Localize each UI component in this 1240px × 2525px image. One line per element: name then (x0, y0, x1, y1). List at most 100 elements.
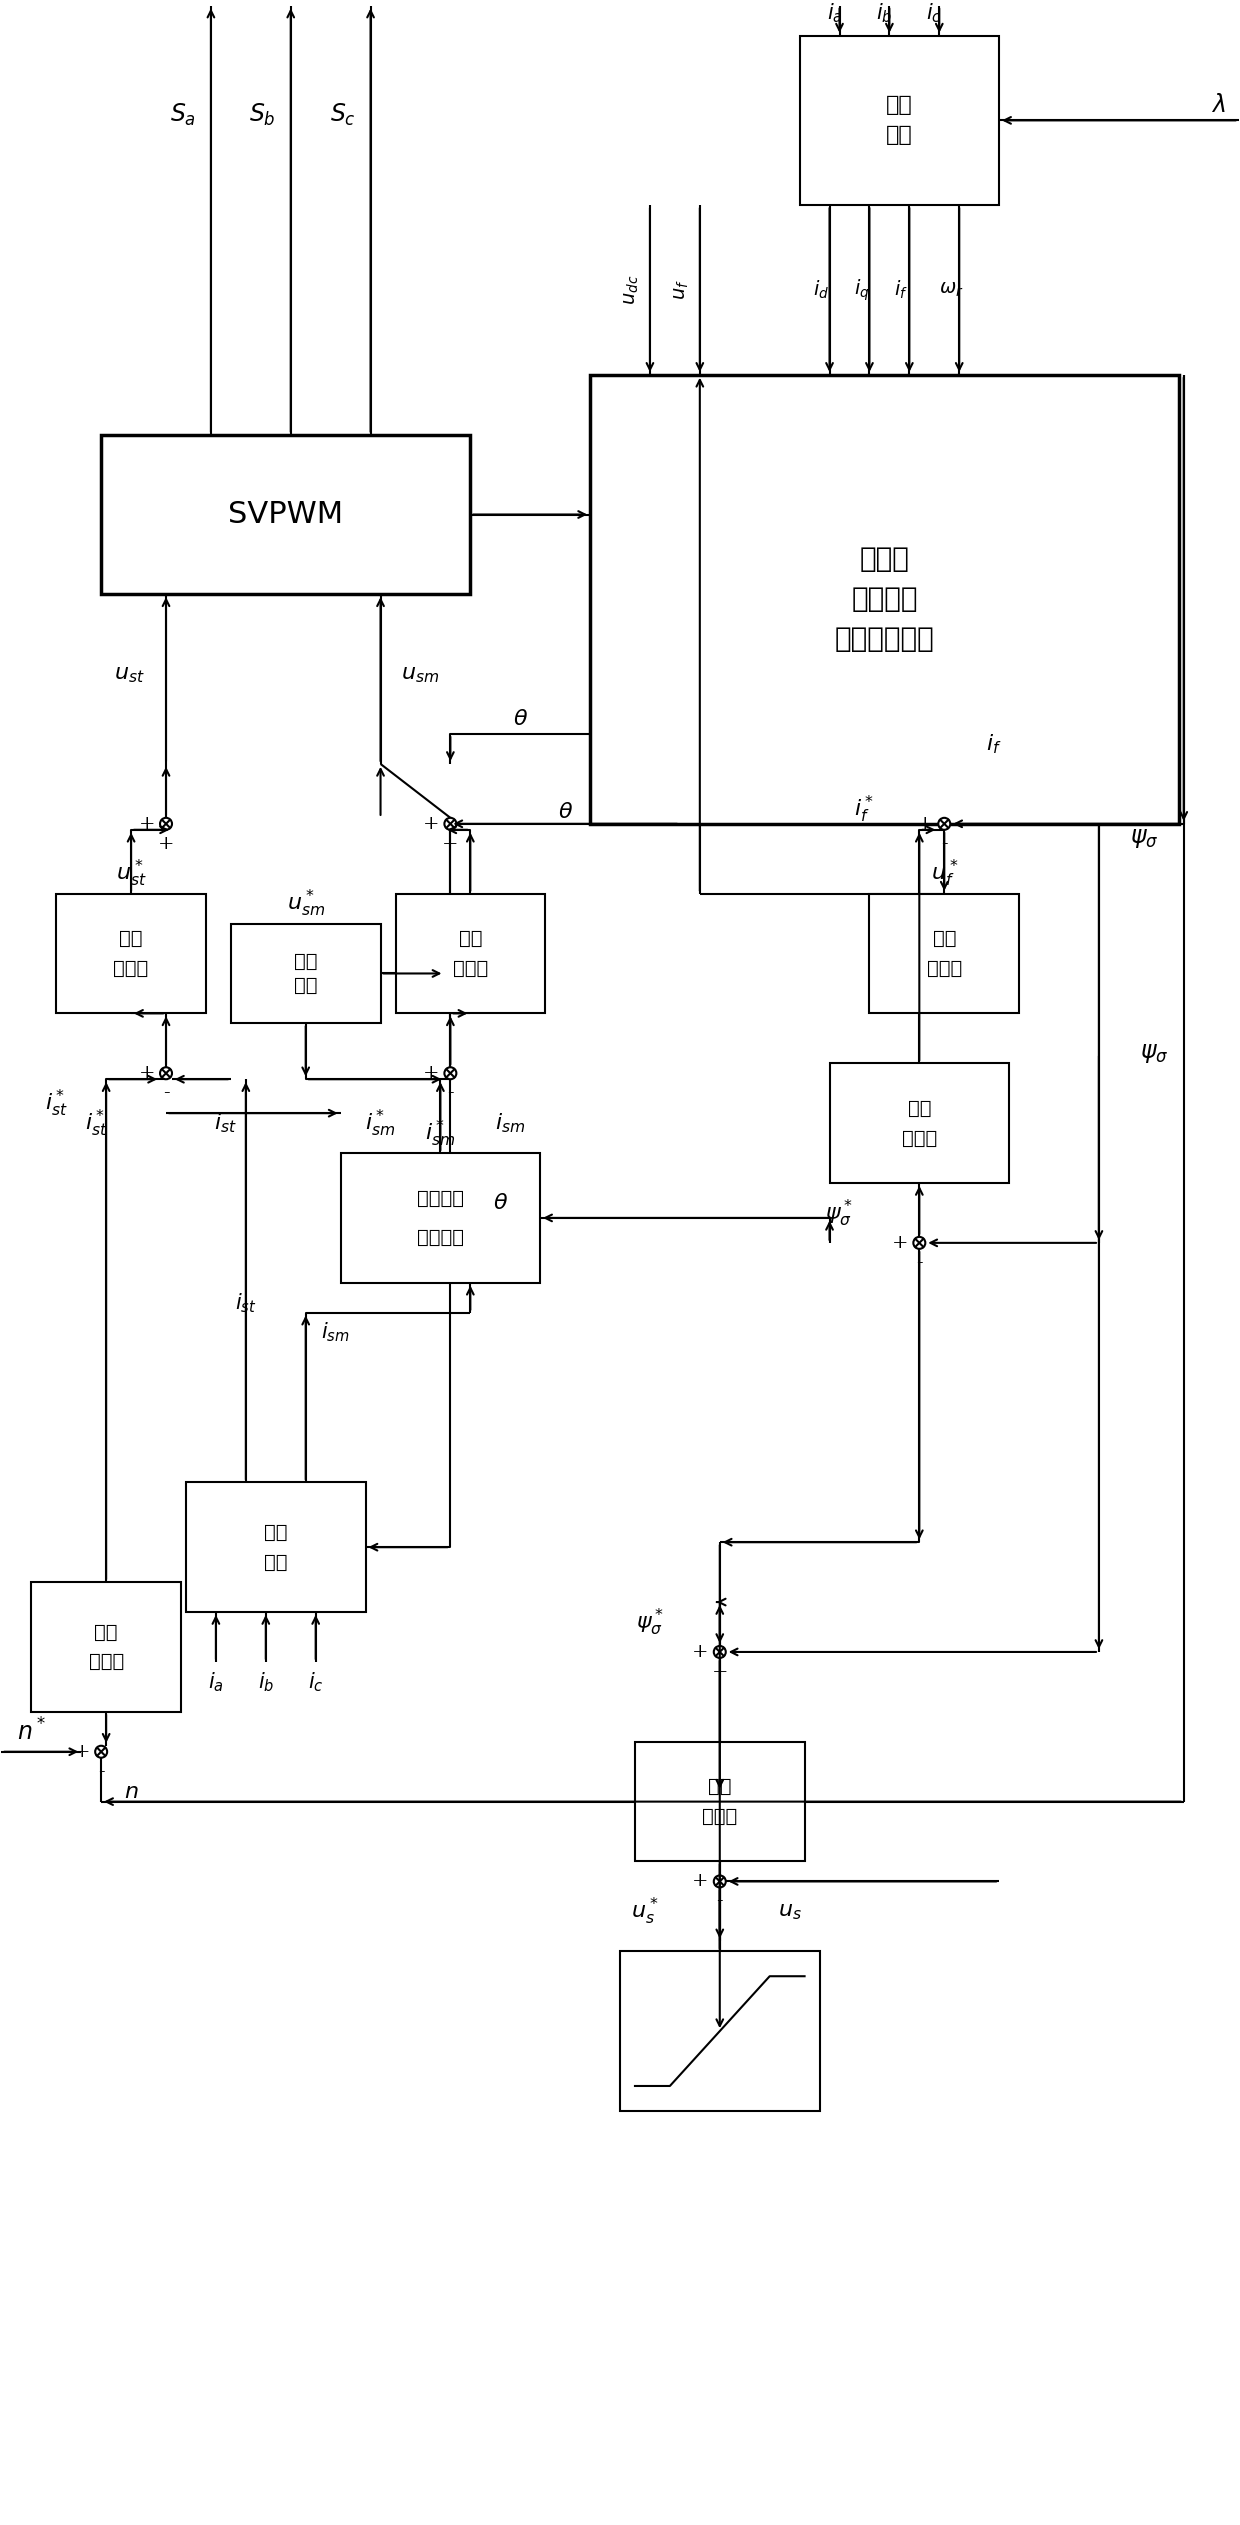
Bar (800, 35, 999, 205)
Bar (31, 1583, 181, 1712)
Text: 坐标: 坐标 (264, 1523, 288, 1543)
Bar (830, 1063, 1009, 1184)
Circle shape (714, 1646, 725, 1659)
Text: +: + (892, 1235, 909, 1252)
Text: -: - (162, 1083, 170, 1103)
Text: $\omega_r$: $\omega_r$ (939, 280, 963, 298)
Text: $u_{dc}$: $u_{dc}$ (622, 275, 641, 306)
Text: $i_c$: $i_c$ (926, 3, 942, 25)
Text: $\psi_\sigma^*$: $\psi_\sigma^*$ (636, 1606, 663, 1639)
Text: $i_f$: $i_f$ (986, 732, 1002, 755)
Circle shape (939, 818, 950, 831)
Text: 因数控制: 因数控制 (417, 1227, 464, 1247)
Text: 调节器: 调节器 (453, 960, 489, 977)
Text: $u_{st}^*$: $u_{st}^*$ (115, 859, 146, 889)
Circle shape (444, 818, 456, 831)
Bar (186, 1482, 366, 1611)
Text: $u_s$: $u_s$ (777, 1901, 801, 1922)
Circle shape (160, 818, 172, 831)
Text: 全阶磁链模型: 全阶磁链模型 (835, 626, 934, 654)
Text: $\psi_\sigma$: $\psi_\sigma$ (1140, 1043, 1168, 1066)
Bar (635, 1742, 805, 1861)
Text: $\psi_\sigma$: $\psi_\sigma$ (1130, 828, 1158, 851)
Text: -: - (448, 1083, 454, 1103)
Circle shape (444, 1068, 456, 1078)
Text: $S_a$: $S_a$ (170, 104, 196, 129)
Text: $i_{st}^*$: $i_{st}^*$ (84, 1108, 108, 1139)
Text: 电流: 电流 (119, 929, 143, 947)
Text: $u_{sm}$: $u_{sm}$ (402, 664, 439, 684)
Text: 电励磁: 电励磁 (859, 545, 909, 573)
Text: $\psi_\sigma^*$: $\psi_\sigma^*$ (826, 1197, 853, 1230)
Text: -: - (916, 1255, 923, 1273)
Text: $i_d$: $i_d$ (813, 278, 830, 300)
Circle shape (914, 1237, 925, 1250)
Text: +: + (692, 1644, 709, 1661)
Bar (56, 894, 206, 1013)
Text: $n$: $n$ (124, 1780, 139, 1803)
Bar (102, 434, 470, 593)
Text: 单位功率: 单位功率 (417, 1189, 464, 1207)
Text: +: + (73, 1742, 91, 1760)
Text: $\lambda$: $\lambda$ (1211, 93, 1226, 116)
Text: +: + (692, 1874, 709, 1891)
Text: $u_s^*$: $u_s^*$ (631, 1896, 658, 1927)
Bar (590, 374, 1179, 823)
Text: $i_{st}^*$: $i_{st}^*$ (45, 1088, 68, 1119)
Text: 变换: 变换 (264, 1553, 288, 1571)
Text: 调节器: 调节器 (88, 1651, 124, 1672)
Bar (869, 894, 1019, 1013)
Text: $i_f^*$: $i_f^*$ (854, 795, 874, 826)
Text: $i_q$: $i_q$ (853, 278, 869, 303)
Text: $i_a$: $i_a$ (827, 3, 842, 25)
Text: $i_{sm}$: $i_{sm}$ (321, 1321, 350, 1343)
Text: $i_f$: $i_f$ (894, 278, 909, 300)
Text: $n^*$: $n^*$ (17, 1717, 46, 1745)
Text: $i_{sm}$: $i_{sm}$ (495, 1111, 526, 1134)
Text: 调节器: 调节器 (926, 960, 962, 977)
Text: $i_c$: $i_c$ (308, 1669, 324, 1694)
Text: -: - (98, 1762, 104, 1780)
Text: +: + (423, 1063, 439, 1083)
Text: $\theta$: $\theta$ (492, 1192, 508, 1215)
Text: -: - (717, 1891, 723, 1911)
Text: +: + (139, 816, 155, 833)
Text: 电压: 电压 (708, 1778, 732, 1795)
Text: 坐标: 坐标 (887, 96, 913, 116)
Text: +: + (443, 836, 459, 853)
Bar (620, 1952, 820, 2111)
Text: 电流: 电流 (459, 929, 482, 947)
Circle shape (714, 1876, 725, 1886)
Text: 速度: 速度 (94, 1624, 118, 1641)
Text: +: + (712, 1664, 728, 1682)
Text: +: + (423, 816, 439, 833)
Circle shape (95, 1745, 107, 1757)
Text: $i_b$: $i_b$ (258, 1669, 274, 1694)
Text: $u_f^*$: $u_f^*$ (930, 859, 959, 889)
Text: $i_{st}$: $i_{st}$ (215, 1111, 237, 1134)
Text: 调节器: 调节器 (702, 1808, 738, 1826)
Text: $\theta$: $\theta$ (558, 800, 573, 823)
Text: $i_b$: $i_b$ (877, 3, 893, 25)
Text: $i_{sm}^*$: $i_{sm}^*$ (425, 1119, 455, 1149)
Text: $i_a$: $i_a$ (208, 1669, 223, 1694)
Text: 变换: 变换 (887, 126, 913, 146)
Circle shape (160, 1068, 172, 1078)
Text: $S_b$: $S_b$ (249, 104, 277, 129)
Text: $u_{st}$: $u_{st}$ (114, 664, 145, 684)
Text: 电压: 电压 (294, 952, 317, 972)
Text: 磁链: 磁链 (908, 1098, 931, 1119)
Text: +: + (139, 1063, 155, 1083)
Bar (231, 924, 381, 1023)
Text: -: - (941, 836, 947, 853)
Text: 电流: 电流 (932, 929, 956, 947)
Text: $\theta$: $\theta$ (512, 707, 528, 730)
Text: $i_{sm}^*$: $i_{sm}^*$ (366, 1108, 396, 1139)
Text: 前馈: 前馈 (294, 977, 317, 995)
Text: $i_{st}$: $i_{st}$ (236, 1290, 257, 1316)
Text: $S_c$: $S_c$ (330, 104, 356, 129)
Bar (341, 1154, 541, 1283)
Text: +: + (157, 836, 175, 853)
Bar (396, 894, 546, 1013)
Text: +: + (916, 816, 934, 833)
